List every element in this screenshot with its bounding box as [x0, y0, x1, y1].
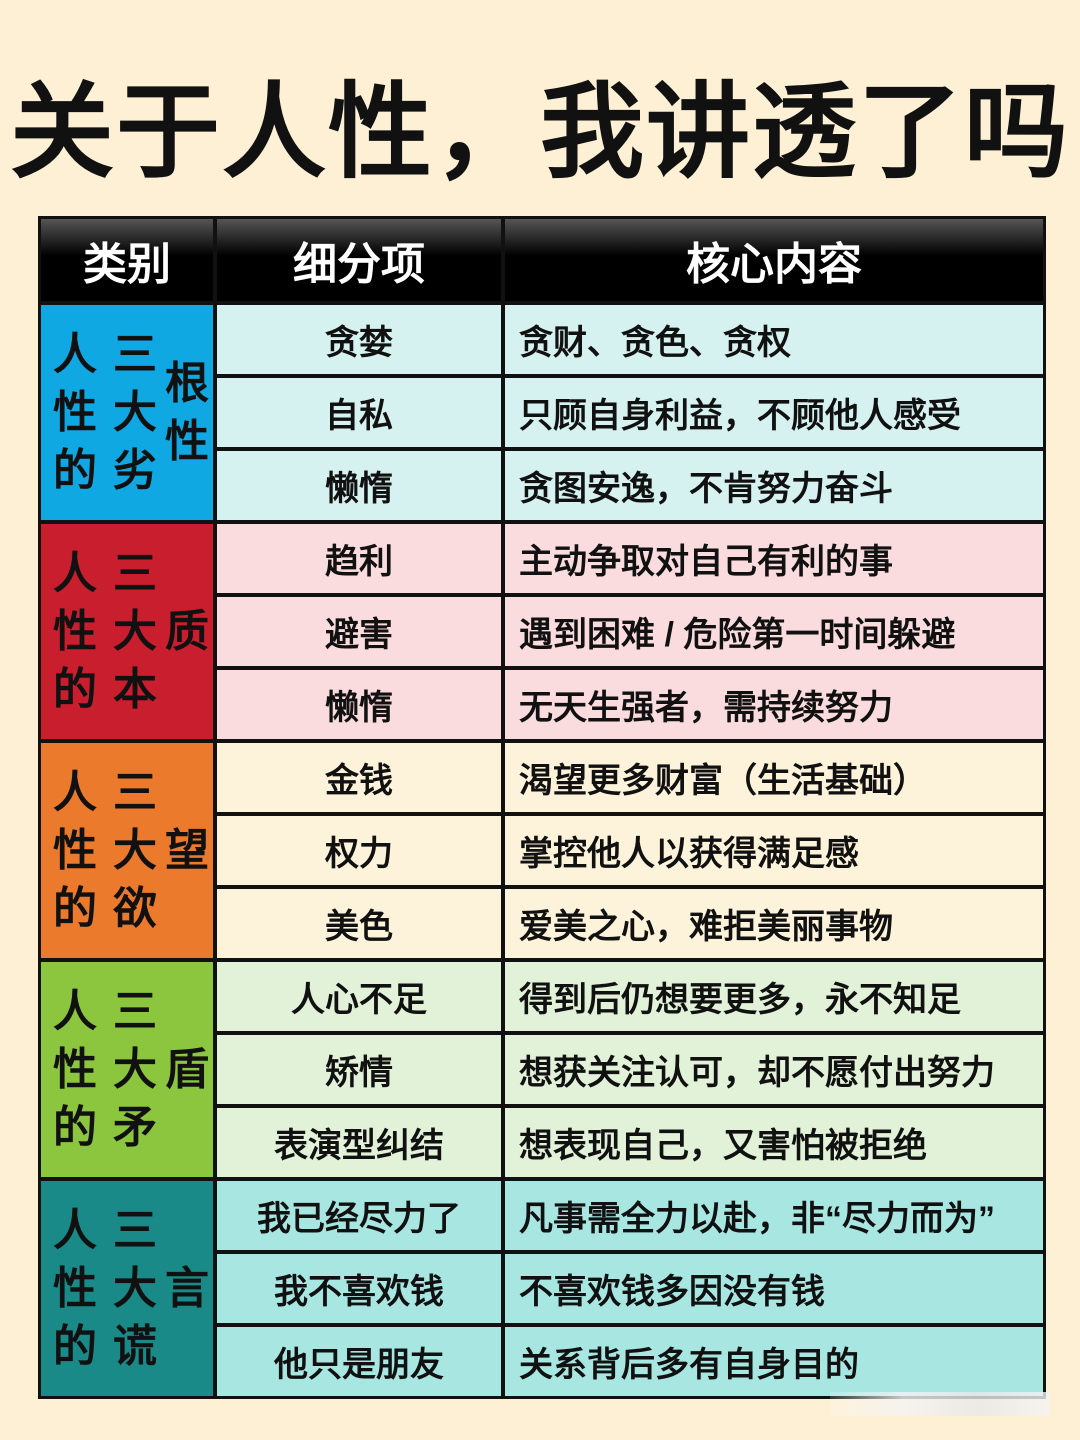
content-cell: 爱美之心，难拒美丽事物 [505, 889, 1043, 958]
content-cell: 贪财、贪色、贪权 [505, 305, 1043, 374]
item-cell: 美色 [217, 889, 501, 958]
content-cell: 只顾自身利益，不顾他人感受 [505, 378, 1043, 447]
category-cell: 人性的 三大欲望 [41, 743, 213, 958]
table-row: 懒惰 无天生强者，需持续努力 [217, 670, 1043, 739]
category-cell: 人性的 三大谎言 [41, 1181, 213, 1396]
page-title: 关于人性，我讲透了吗 [9, 75, 1070, 191]
item-cell: 懒惰 [217, 451, 501, 520]
content-cell: 想获关注认可，却不愿付出努力 [505, 1035, 1043, 1104]
category-group: 人性的 三大欲望金钱 渴望更多财富（生活基础） 权力 掌控他人以获得满足感 美色 爱美之心，… [41, 743, 1043, 958]
item-cell: 他只是朋友 [217, 1327, 501, 1396]
item-cell: 矫情 [217, 1035, 501, 1104]
content-cell: 想表现自己，又害怕被拒绝 [505, 1108, 1043, 1177]
item-cell: 金钱 [217, 743, 501, 812]
human-nature-table: 类别 细分项 核心内容 人性的 三大劣 根性 贪婪 贪财、贪色、贪权 自私 只顾自身利益，不… [38, 216, 1046, 1399]
content-cell: 关系背后多有自身目的 [505, 1327, 1043, 1396]
table-header: 类别 细分项 核心内容 [41, 219, 1043, 301]
category-group: 人性的 三大本质趋利 主动争取对自己有利的事 避害 遇到困难 / 危险第一时间躲避 懒惰无… [41, 524, 1043, 739]
content-cell: 贪图安逸，不肯努力奋斗 [505, 451, 1043, 520]
category-group: 人性的 三大矛盾人心不足 得到后仍想要更多，永不知足 矫情 想获关注认可，却不愿付出努力… [41, 962, 1043, 1177]
header-category: 类别 [41, 219, 213, 301]
table-row: 自私 只顾自身利益，不顾他人感受 [217, 378, 1043, 447]
header-item: 细分项 [217, 219, 501, 301]
category-group: 人性的 三大劣 根性 贪婪 贪财、贪色、贪权 自私 只顾自身利益，不顾他人感受 懒惰 贪图安逸，… [41, 305, 1043, 520]
item-cell: 趋利 [217, 524, 501, 593]
item-cell: 避害 [217, 597, 501, 666]
table-row: 懒惰 贪图安逸，不肯努力奋斗 [217, 451, 1043, 520]
table-row: 贪婪 贪财、贪色、贪权 [217, 305, 1043, 374]
table-row: 美色 爱美之心，难拒美丽事物 [217, 889, 1043, 958]
item-cell: 我不喜欢钱 [217, 1254, 501, 1323]
table-row: 他只是朋友 关系背后多有自身目的 [217, 1327, 1043, 1396]
content-cell: 遇到困难 / 危险第一时间躲避 [505, 597, 1043, 666]
header-content: 核心内容 [505, 219, 1043, 301]
watermark [830, 1392, 1050, 1416]
category-cell: 人性的 三大本质 [41, 524, 213, 739]
content-cell: 掌控他人以获得满足感 [505, 816, 1043, 885]
table-row: 避害 遇到困难 / 危险第一时间躲避 [217, 597, 1043, 666]
table-row: 我已经尽力了 凡事需全力以赴，非“尽力而为” [217, 1181, 1043, 1250]
table-row: 矫情 想获关注认可，却不愿付出努力 [217, 1035, 1043, 1104]
table-row: 表演型纠结 想表现自己，又害怕被拒绝 [217, 1108, 1043, 1177]
category-cell: 人性的 三大劣 根性 [41, 305, 213, 520]
content-cell: 渴望更多财富（生活基础） [505, 743, 1043, 812]
item-cell: 人心不足 [217, 962, 501, 1031]
content-cell: 得到后仍想要更多，永不知足 [505, 962, 1043, 1031]
item-cell: 贪婪 [217, 305, 501, 374]
category-group: 人性的 三大谎言我已经尽力了 凡事需全力以赴，非“尽力而为” 我不喜欢钱 不喜欢钱多因没… [41, 1181, 1043, 1396]
item-cell: 懒惰 [217, 670, 501, 739]
table-row: 人心不足 得到后仍想要更多，永不知足 [217, 962, 1043, 1031]
content-cell: 主动争取对自己有利的事 [505, 524, 1043, 593]
item-cell: 表演型纠结 [217, 1108, 501, 1177]
table-row: 权力 掌控他人以获得满足感 [217, 816, 1043, 885]
item-cell: 我已经尽力了 [217, 1181, 501, 1250]
item-cell: 自私 [217, 378, 501, 447]
item-cell: 权力 [217, 816, 501, 885]
content-cell: 不喜欢钱多因没有钱 [505, 1254, 1043, 1323]
content-cell: 凡事需全力以赴，非“尽力而为” [505, 1181, 1043, 1250]
table-row: 金钱 渴望更多财富（生活基础） [217, 743, 1043, 812]
table-row: 我不喜欢钱 不喜欢钱多因没有钱 [217, 1254, 1043, 1323]
content-cell: 无天生强者，需持续努力 [505, 670, 1043, 739]
table-row: 趋利 主动争取对自己有利的事 [217, 524, 1043, 593]
category-cell: 人性的 三大矛盾 [41, 962, 213, 1177]
